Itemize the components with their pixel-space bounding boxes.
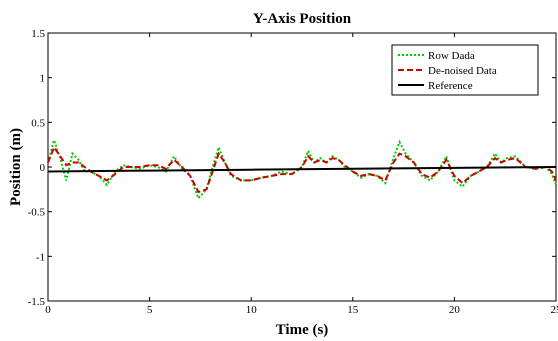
chart-title: Y-Axis Position — [253, 11, 352, 27]
x-tick-label: 25 — [551, 304, 558, 316]
x-axis-label: Time (s) — [276, 322, 329, 338]
x-tick-label: 10 — [246, 304, 258, 316]
legend-label: De-noised Data — [428, 65, 497, 77]
series-line-de-noised-data — [47, 145, 557, 194]
y-tick-label: -1.5 — [28, 296, 46, 308]
x-tick-label: 5 — [147, 304, 153, 316]
x-tick-label: 0 — [45, 304, 51, 316]
legend-label: Row Dada — [428, 50, 475, 62]
y-tick-label: 1 — [40, 73, 46, 85]
legend-label: Reference — [428, 80, 473, 92]
y-axis-label: Position (m) — [8, 128, 24, 206]
y-tick-label: 0 — [40, 162, 46, 174]
x-tick-label: 15 — [347, 304, 359, 316]
axis-ticks: 0 5 10 15 20 25 -1.5 -1 -0.5 0 0.5 1 1.5 — [28, 28, 558, 316]
x-tick-label: 20 — [449, 304, 461, 316]
series-line-row-dada — [47, 136, 557, 201]
y-tick-label: 1.5 — [31, 28, 45, 40]
y-tick-label: -1 — [36, 251, 45, 263]
legend: Row Dada De-noised Data Reference — [391, 44, 539, 96]
series-layer — [47, 136, 557, 201]
series-line-reference — [47, 166, 557, 173]
y-tick-label: 0.5 — [31, 117, 45, 129]
y-tick-label: -0.5 — [28, 207, 46, 219]
